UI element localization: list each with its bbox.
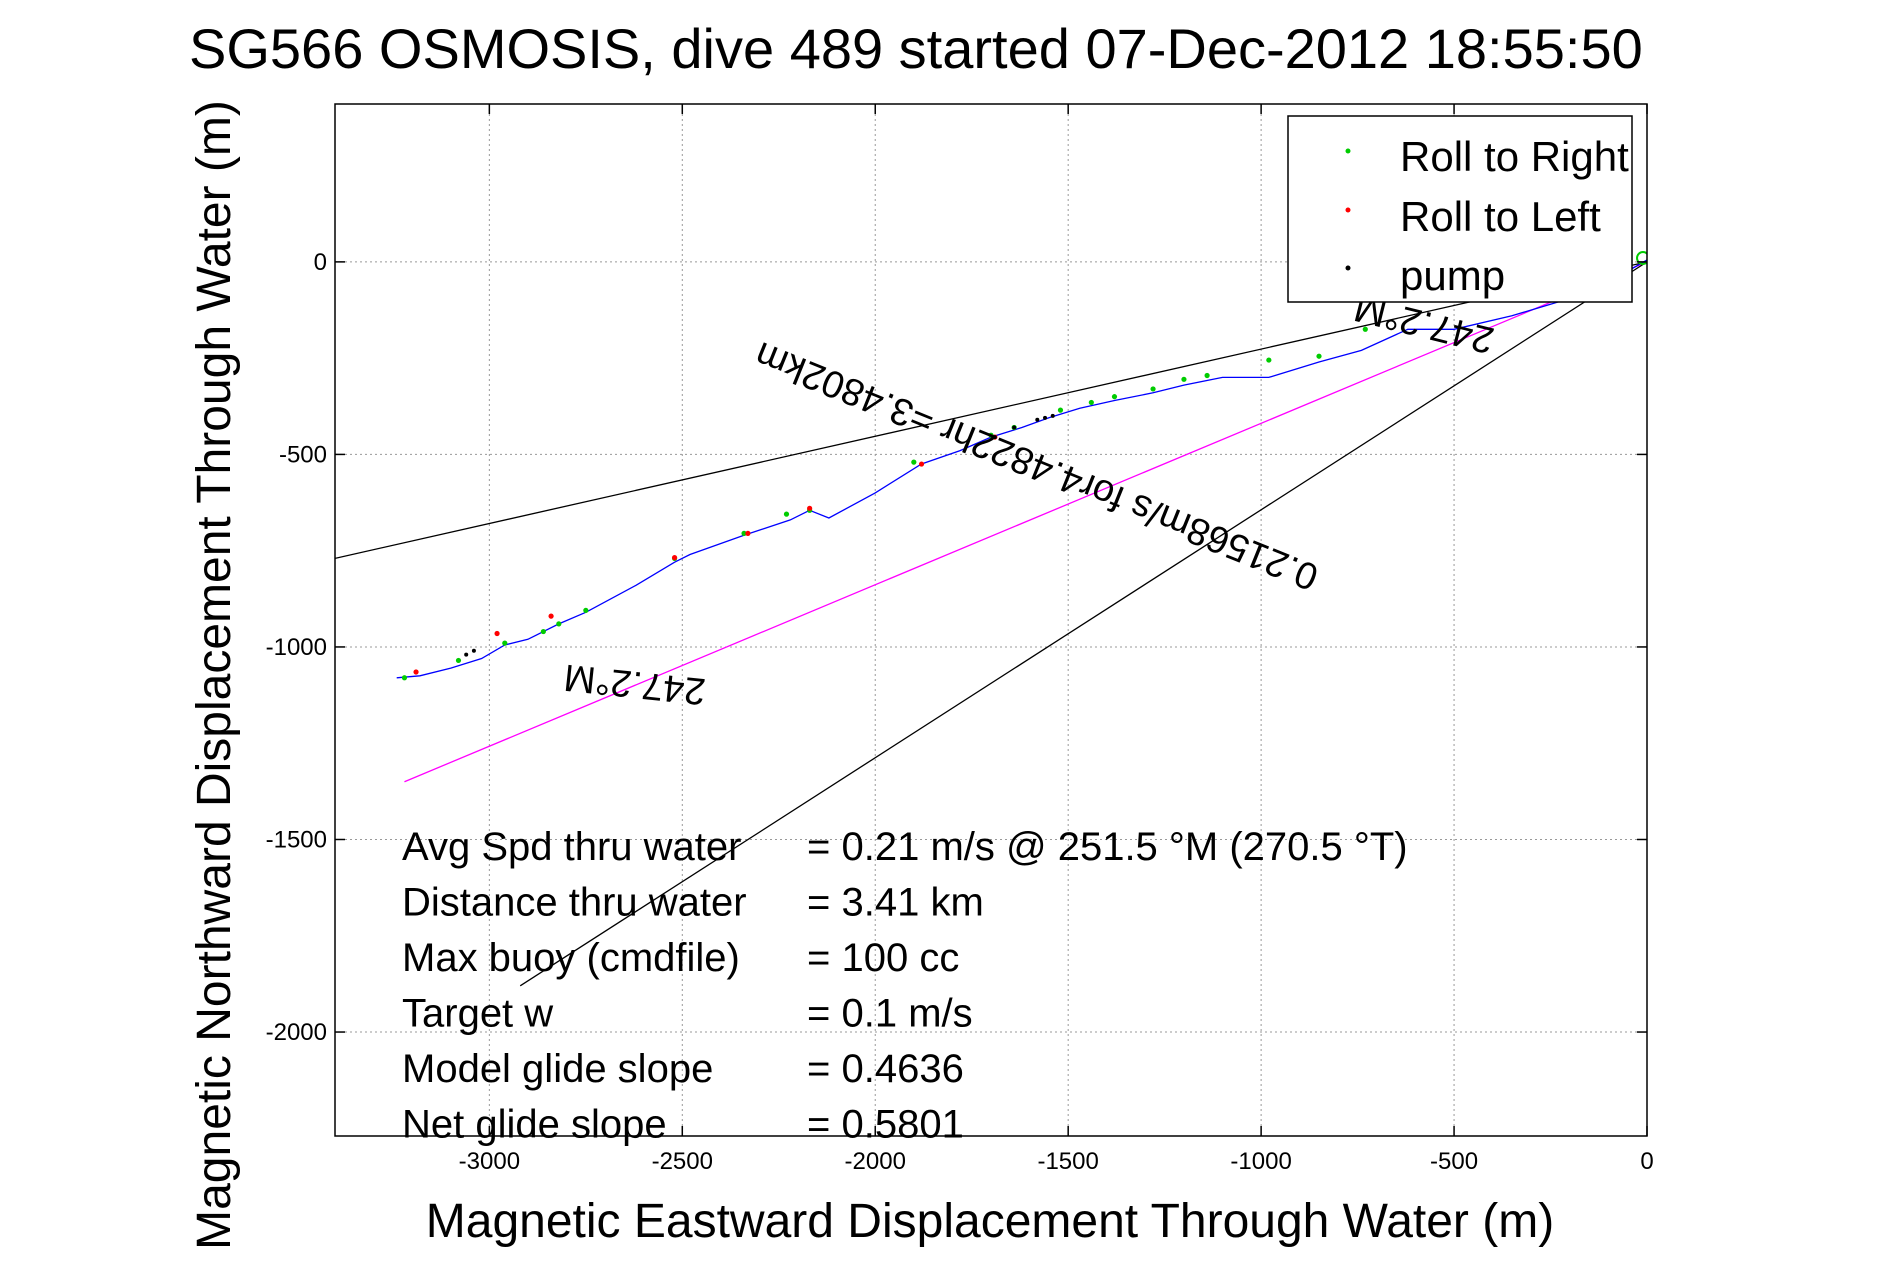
axis-ticks: -3000 -2500 -2000 -1500 -1000 -500 0 0 -500 -1000… (266, 104, 1654, 1175)
roll-right-point (455, 657, 462, 664)
legend-label-pump: pump (1400, 252, 1505, 299)
start-marker (1636, 251, 1647, 266)
legend: Roll to Right Roll to Left pump (1287, 115, 1633, 303)
roll-left-point (671, 555, 678, 561)
roll-right-point (1111, 394, 1118, 400)
reference-line-0 (335, 261, 1647, 560)
chart-title: SG566 OSMOSIS, dive 489 started 07-Dec-2… (189, 17, 1643, 80)
stat-label: Target w (402, 992, 553, 1036)
pump-point (1012, 425, 1017, 430)
roll-left-point (918, 461, 925, 467)
roll-left-point (548, 613, 554, 619)
legend-marker-roll-left (1345, 207, 1351, 213)
stat-value: = 0.4636 (807, 1047, 964, 1091)
stat-label: Model glide slope (402, 1047, 713, 1091)
stat-value: = 0.21 m/s @ 251.5 °M (270.5 °T) (807, 825, 1408, 869)
roll-right-point (401, 675, 408, 681)
pump-point (1035, 417, 1040, 422)
roll-right-point (741, 530, 747, 536)
x-tick-label: -500 (1430, 1148, 1478, 1175)
roll-right-point (502, 640, 508, 646)
annotation-1: 0.21568m/s for4.4822hr =3.4802km (749, 333, 1324, 598)
roll-right-point (1057, 407, 1064, 413)
legend-entry-roll-left: Roll to Left (1345, 193, 1601, 240)
roll-right-point (540, 628, 546, 635)
plot-frame (334, 103, 1648, 1137)
x-tick-label: -3000 (459, 1148, 520, 1175)
roll-left-point (807, 505, 813, 511)
pump-point (464, 652, 469, 657)
x-tick-label: -1500 (1037, 1148, 1098, 1175)
roll-left-point (494, 630, 500, 637)
roll-right-point (1362, 326, 1368, 332)
reference-line-1 (404, 261, 1647, 783)
stat-value: = 0.5801 (807, 1103, 964, 1147)
pump-point (1043, 415, 1048, 420)
x-tick-label: -1000 (1230, 1148, 1291, 1175)
stat-value: = 3.41 km (807, 881, 984, 925)
x-axis-label: Magnetic Eastward Displacement Through W… (426, 1195, 1554, 1248)
roll-right-point (911, 459, 917, 465)
dive-statistics: Avg Spd thru water = 0.21 m/s @ 251.5 °M … (402, 825, 1408, 1147)
roll-right-point (1088, 399, 1094, 406)
stat-value: = 0.1 m/s (807, 992, 973, 1036)
y-tick-label: 0 (314, 249, 327, 276)
roll-left-point (413, 669, 419, 675)
x-tick-label: -2500 (652, 1148, 713, 1175)
x-tick-label: 0 (1640, 1148, 1653, 1175)
legend-label-roll-left: Roll to Left (1400, 193, 1601, 240)
y-tick-label: -2000 (266, 1019, 327, 1046)
pump-point (992, 435, 997, 440)
roll-right-point (1204, 372, 1210, 379)
roll-left-point (745, 530, 751, 536)
reference-line-2 (519, 261, 1647, 987)
chart-annotations: 247.2°M0.21568m/s for4.4822hr =3.4802km2… (562, 286, 1498, 712)
stat-label: Avg Spd thru water (402, 825, 741, 869)
stat-value: = 100 cc (807, 936, 959, 980)
roll-right-point (1266, 357, 1272, 363)
roll-right-point (556, 621, 562, 627)
roll-right-point (783, 511, 790, 517)
plot-content (335, 251, 1647, 987)
legend-marker-pump (1345, 265, 1351, 271)
pump-point (471, 648, 476, 653)
stat-label: Net glide slope (402, 1103, 667, 1147)
legend-marker-roll-right (1345, 148, 1351, 154)
y-tick-label: -1000 (266, 634, 327, 661)
roll-right-point (583, 607, 589, 613)
y-axis-label: Magnetic Northward Displacement Through … (188, 100, 241, 1250)
legend-entry-pump: pump (1345, 252, 1505, 299)
legend-entry-roll-right: Roll to Right (1345, 133, 1629, 180)
legend-label-roll-right: Roll to Right (1400, 133, 1629, 180)
roll-right-point (1150, 386, 1156, 392)
legend-box (1287, 115, 1633, 303)
pump-point (1050, 413, 1055, 418)
roll-right-point (1181, 376, 1187, 382)
y-tick-label: -1500 (266, 826, 327, 853)
y-tick-label: -500 (279, 441, 327, 468)
roll-right-point (1316, 353, 1322, 359)
stat-label: Max buoy (cmdfile) (402, 936, 740, 980)
stat-label: Distance thru water (402, 881, 747, 925)
roll-right-point (988, 432, 994, 438)
x-tick-label: -2000 (845, 1148, 906, 1175)
